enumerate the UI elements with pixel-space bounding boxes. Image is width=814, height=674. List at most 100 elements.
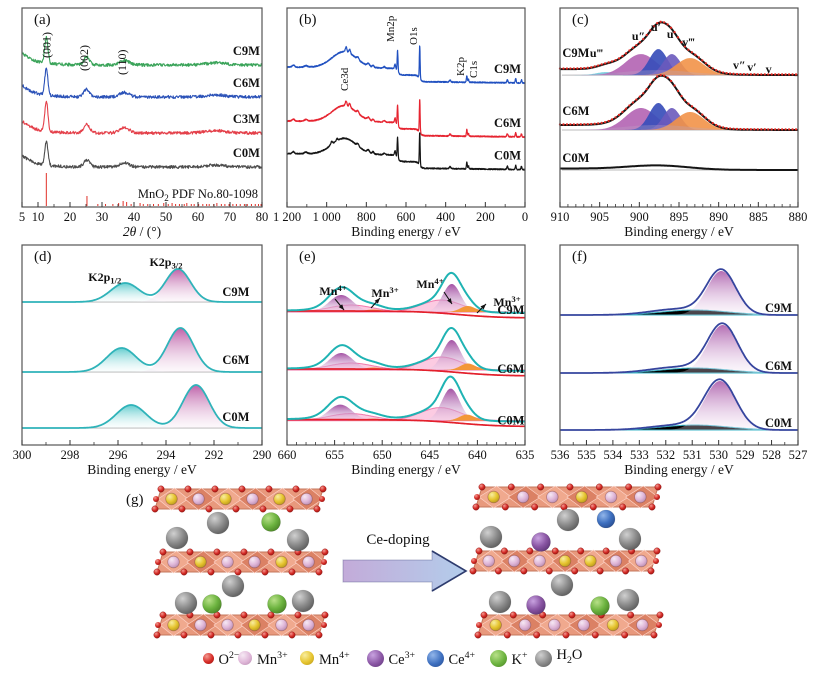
oxygen-atom: [654, 483, 662, 491]
raw-data-dot: [780, 73, 784, 76]
raw-data-dot: [701, 113, 704, 116]
tick-label: 527: [789, 448, 808, 462]
oxygen-atom: [315, 568, 323, 576]
fit-component-broad: [560, 70, 798, 76]
oxygen-atom: [471, 558, 477, 564]
tick-label: 1 000: [313, 210, 341, 224]
series-label-C6M: C6M: [222, 353, 249, 367]
tick-label: 0: [522, 210, 528, 224]
fit-component-3: [287, 388, 525, 421]
tick-label: 534: [604, 448, 624, 462]
mn4-atom: [489, 618, 502, 632]
envelope-C0M: [559, 378, 799, 431]
raw-data-dot: [708, 119, 711, 122]
annotation-arrowhead: [480, 304, 486, 310]
raw-data-dot: [652, 25, 655, 28]
oxygen-atom: [531, 503, 539, 511]
tick-label: 885: [749, 210, 768, 224]
oxygen-atom: [474, 631, 482, 639]
oxygen-atom: [288, 568, 296, 576]
oxygen-atom: [234, 568, 242, 576]
mn4-atom: [194, 555, 207, 569]
series-label-C3M: C3M: [233, 112, 260, 126]
tick-label: 600: [397, 210, 416, 224]
panel-e: C9M C6M C0M Mn4+ Mn3+ Mn4+ Mn3+ 660 655 650 645 640…: [278, 244, 534, 477]
mn4-atom: [275, 555, 288, 569]
mn3-atom: [533, 554, 546, 568]
fit-component-2: [560, 325, 798, 373]
annotation-label: K2p1/2: [88, 270, 121, 286]
envelope-C6M: [21, 327, 263, 373]
water-sphere: [165, 526, 189, 550]
series-label-C0M: C0M: [494, 149, 521, 163]
raw-data-dot: [749, 128, 753, 131]
raw-data-dot: [569, 67, 572, 70]
raw-data-dot: [721, 71, 725, 74]
oxygen-atom: [184, 485, 192, 493]
fit-component-3: [287, 340, 525, 370]
tick-label: 200: [476, 210, 495, 224]
raw-data-dot: [600, 121, 603, 125]
oxygen-atom: [472, 503, 480, 511]
oxygen-atom: [656, 622, 662, 628]
raw-data-dot: [659, 73, 662, 77]
raw-data-dot: [649, 83, 652, 86]
structure-after-doping: [469, 483, 664, 639]
oxygen-atom: [503, 631, 511, 639]
raw-data-dot: [590, 122, 593, 126]
raw-data-dot: [576, 123, 579, 126]
mn3-atom: [246, 492, 259, 506]
water-sphere: [618, 527, 642, 551]
oxygen-atom: [501, 547, 508, 555]
annotation-label: v′: [747, 60, 756, 74]
element-label: Ce3d: [339, 67, 351, 91]
panel-c: C9M C6M C0M u‴ u″ u′ u v‴ v″ v′ v 910 905 900 895 890 88…: [551, 7, 807, 239]
mn3-atom: [546, 490, 559, 504]
oxygen-atom: [267, 548, 275, 556]
oxygen-atom: [619, 503, 627, 511]
mn3-atom: [248, 555, 261, 569]
panel-label-g: (g): [126, 492, 144, 508]
tick-label: 660: [278, 448, 297, 462]
tick-label: 532: [656, 448, 675, 462]
oxygen-atom: [178, 505, 186, 513]
oxygen-atom: [596, 567, 604, 575]
curve-C6M: [286, 99, 526, 139]
panel-g-structure: [151, 483, 664, 639]
raw-data-dot: [569, 123, 572, 126]
ce4-sphere: [596, 509, 616, 529]
oxygen-atom: [153, 631, 161, 639]
oxygen-atom: [294, 611, 302, 619]
mn3-atom: [516, 490, 530, 504]
raw-data-dot: [562, 123, 565, 126]
fit-component-0: [22, 405, 262, 428]
water-sphere: [221, 574, 245, 598]
tick-label: 296: [109, 448, 128, 462]
raw-data-dot: [669, 79, 673, 83]
raw-data-dot: [621, 110, 624, 114]
raw-data-dot: [791, 128, 794, 131]
x-axis-label: Binding energy / eV: [351, 462, 461, 477]
raw-data-dot: [708, 64, 711, 68]
mn4-atom: [167, 618, 180, 632]
tick-label: 292: [205, 448, 224, 462]
oxygen-atom: [475, 547, 483, 555]
element-label: Mn2p: [385, 15, 397, 42]
raw-data-dot: [583, 123, 586, 126]
raw-data-dot: [756, 73, 759, 76]
raw-data-dot: [787, 73, 791, 76]
raw-data-dot: [756, 128, 759, 131]
raw-data-dot: [628, 49, 631, 52]
raw-data-dot: [610, 60, 614, 63]
oxygen-atom: [627, 611, 635, 619]
oxygen-atom: [595, 483, 603, 491]
panel-a: C9M C6M C3M C0M (001) (002) (110) MnO2 PDF No.8…: [19, 7, 268, 239]
panel-label-d: (d): [34, 249, 52, 265]
raw-data-dot: [753, 73, 756, 76]
raw-data-dot: [697, 110, 700, 113]
axis-frame: [559, 244, 799, 446]
fit-component-1: [560, 54, 798, 76]
mn3-atom: [192, 492, 205, 506]
oxygen-atom: [159, 611, 167, 619]
peak-label: (110): [115, 49, 129, 75]
